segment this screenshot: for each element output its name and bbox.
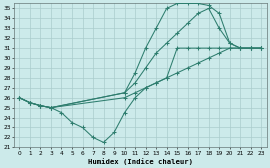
X-axis label: Humidex (Indice chaleur): Humidex (Indice chaleur) xyxy=(88,158,193,164)
